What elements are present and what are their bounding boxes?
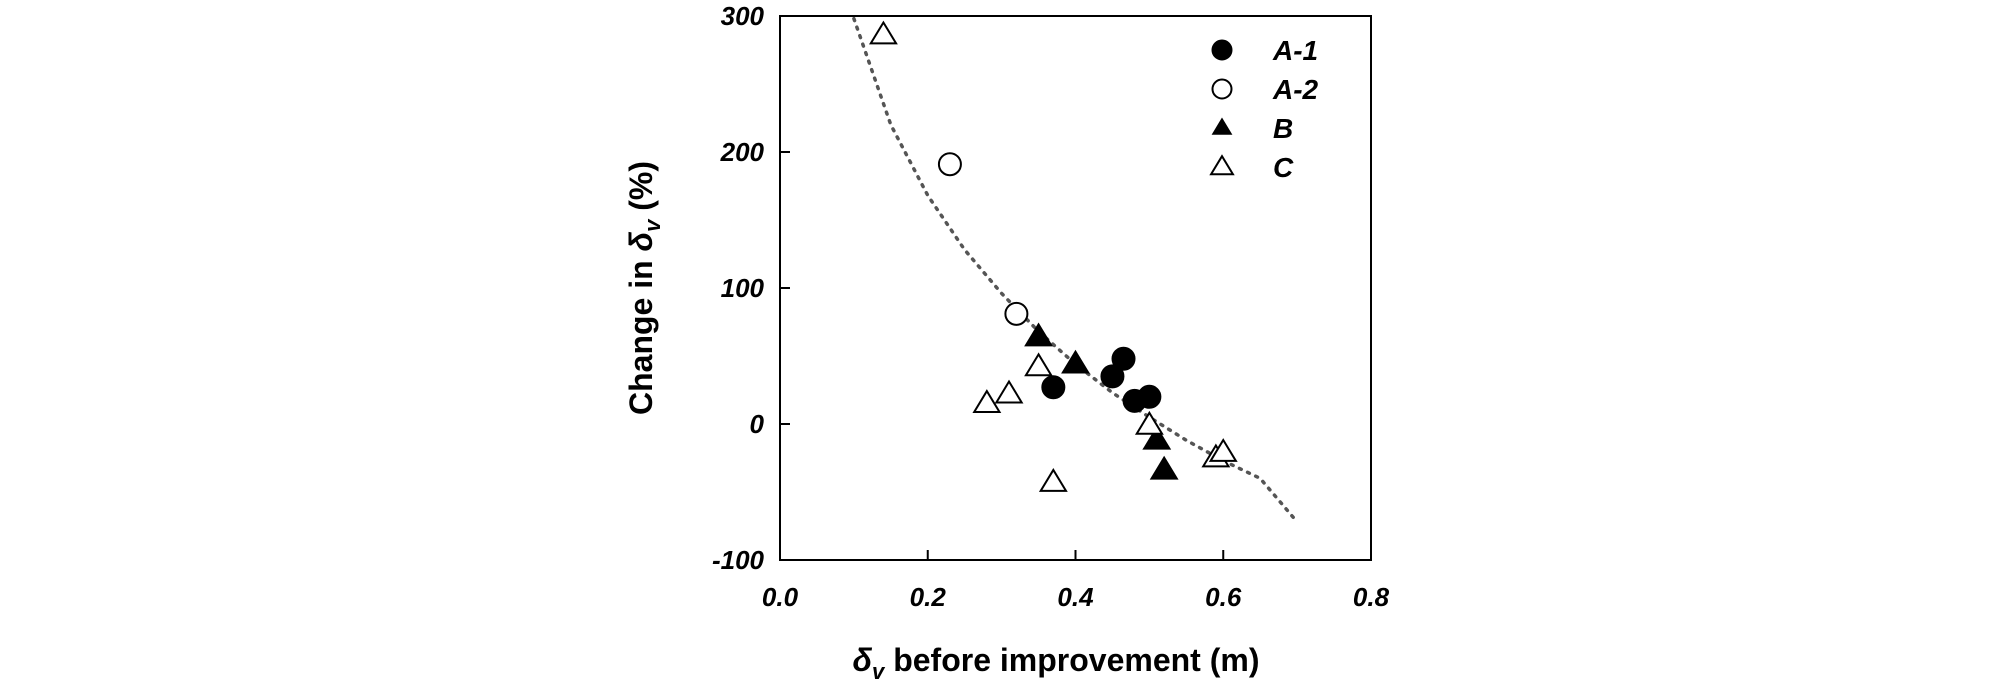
- point-c: [1038, 468, 1068, 492]
- y-tick-label: 300: [721, 1, 765, 31]
- point-b: [1142, 425, 1172, 450]
- y-tick-label: 100: [721, 273, 765, 303]
- legend-label-b: B: [1273, 113, 1293, 144]
- point-a-1: [1137, 384, 1162, 409]
- point-a-1: [1100, 364, 1125, 389]
- point-a-2: [1004, 301, 1029, 326]
- y-axis-title: Change in δv (%): [623, 161, 665, 415]
- point-c: [972, 389, 1002, 413]
- x-tick-label: 0.8: [1353, 582, 1390, 612]
- legend-label-c: C: [1273, 152, 1294, 183]
- point-c: [1208, 438, 1238, 462]
- legend-label-a-1: A-1: [1272, 35, 1318, 66]
- point-b: [1061, 349, 1090, 374]
- point-c: [869, 20, 898, 45]
- point-c: [1134, 410, 1164, 435]
- legend-marker-a-2: [1211, 78, 1233, 100]
- point-b: [1149, 455, 1179, 480]
- x-tick-label: 0.6: [1205, 582, 1242, 612]
- legend-marker-b: [1211, 117, 1233, 135]
- x-axis-title: δv before improvement (m): [853, 642, 1260, 683]
- legend-label-a-2: A-2: [1272, 74, 1319, 105]
- legend-marker-c: [1209, 154, 1235, 176]
- y-tick-label: 200: [720, 137, 765, 167]
- y-tick-label: -100: [712, 545, 765, 575]
- point-a-1: [1111, 346, 1136, 371]
- legend-marker-a-1: [1211, 39, 1233, 61]
- point-c: [1024, 352, 1053, 377]
- x-tick-label: 0.0: [762, 582, 799, 612]
- data-points: [869, 20, 1238, 492]
- point-b: [1024, 322, 1053, 347]
- ticks: 300 200 100 0 -100 0.0 0.2 0.4 0.6 0.8: [712, 1, 1390, 612]
- x-tick-label: 0.2: [910, 582, 947, 612]
- y-tick-label: 0: [750, 409, 765, 439]
- point-c: [994, 379, 1024, 404]
- legend: A-1 A-2 BC: [1209, 35, 1319, 183]
- x-tick-label: 0.4: [1057, 582, 1094, 612]
- point-a-2: [937, 152, 962, 177]
- point-a-1: [1041, 375, 1066, 400]
